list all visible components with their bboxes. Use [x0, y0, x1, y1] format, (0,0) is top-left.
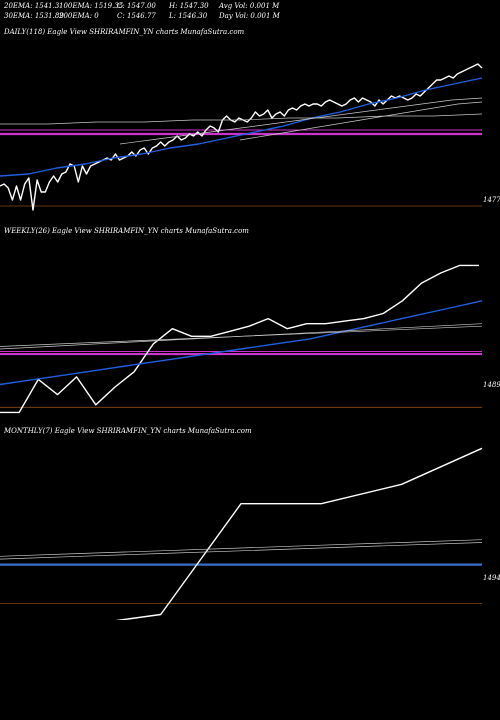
daily-level-label: 1477 — [483, 196, 500, 204]
daily-chart-title: DAILY(118) Eagle View SHRIRAMFIN_YN char… — [4, 28, 245, 36]
header-200ema: 200EMA: 0 — [59, 12, 99, 20]
header-day-vol: Day Vol: 0.001 M — [219, 12, 280, 20]
ema-fast-line — [0, 77, 483, 177]
header-avg-vol: Avg Vol: 0.001 M — [219, 2, 280, 10]
header-low: L: 1546.30 — [169, 12, 208, 20]
header-high: H: 1547.30 — [169, 2, 209, 10]
ema-slow-line — [239, 101, 483, 141]
ema-slow-line — [0, 542, 483, 560]
price-line — [115, 447, 483, 620]
header-close: C: 1547.00 — [117, 2, 156, 10]
header-100ema: 100EMA: 1519.35 — [59, 2, 124, 10]
ema-slow-line — [0, 113, 483, 125]
price-line — [0, 264, 479, 414]
price-line — [0, 63, 483, 211]
header-row-2: 30EMA: 1531.89200EMA: 0 C: 1546.77 L: 1546… — [4, 12, 280, 20]
monthly-chart — [0, 447, 483, 620]
header-close-2: C: 1546.77 — [117, 12, 156, 20]
monthly-chart-title: MONTHLY(7) Eagle View SHRIRAMFIN_YN char… — [4, 427, 252, 435]
daily-chart — [0, 63, 483, 211]
ema-slow-line — [119, 97, 483, 145]
ema-slow-line — [0, 539, 483, 557]
header-20ema: 20EMA: 1541.3 — [4, 2, 60, 10]
weekly-chart — [0, 264, 483, 414]
weekly-chart-title: WEEKLY(26) Eagle View SHRIRAMFIN_YN char… — [4, 227, 249, 235]
header-row-1: 20EMA: 1541.3100EMA: 1519.35C: 1547.00 H:… — [4, 2, 279, 10]
header-30ema: 30EMA: 1531.89 — [4, 12, 64, 20]
ema-fast-line — [0, 300, 483, 386]
weekly-level-label: 1489 — [483, 381, 500, 389]
monthly-level-label: 1494 — [483, 574, 500, 582]
ema-slow-line — [0, 325, 483, 347]
